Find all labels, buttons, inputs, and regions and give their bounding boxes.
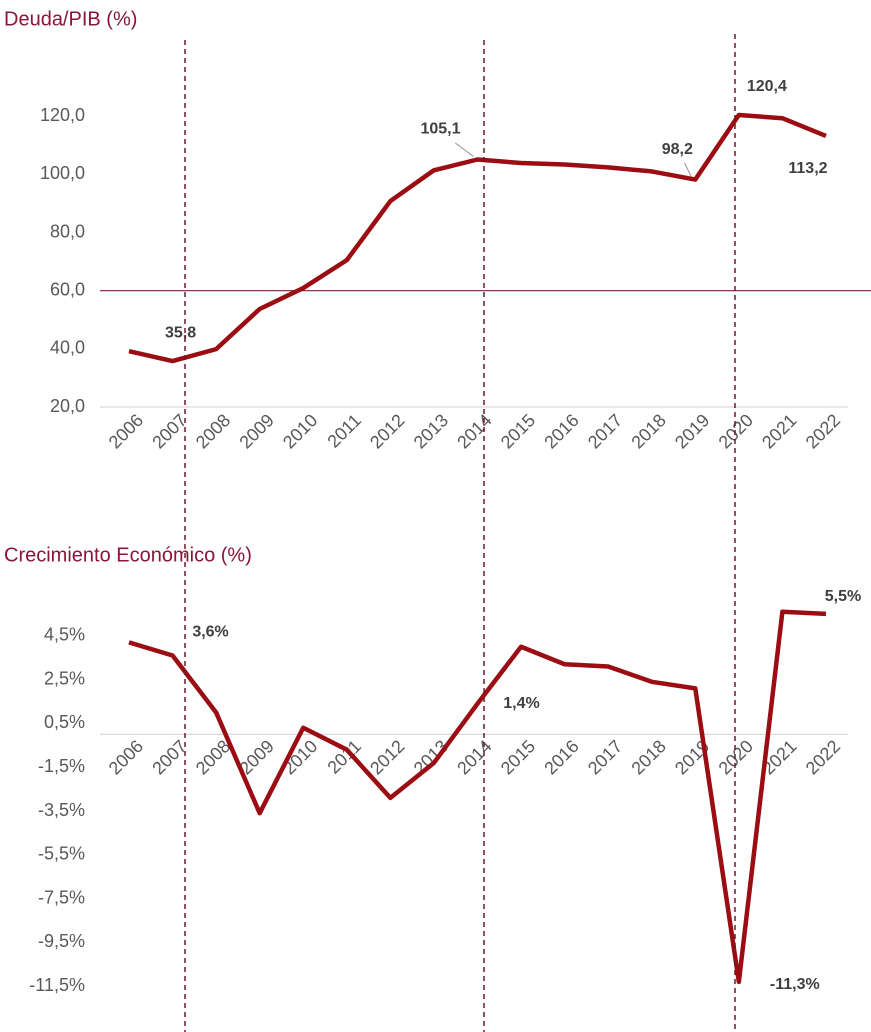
y-tick-label: -1,5% — [38, 756, 85, 776]
event-markers — [184, 34, 736, 1032]
y-tick-label: 20,0 — [50, 396, 85, 416]
x-tick-label: 2013 — [410, 410, 452, 452]
x-tick-label: 2015 — [497, 736, 539, 778]
x-tick-label: 2013 — [410, 736, 452, 778]
y-tick-label: -11,5% — [29, 975, 85, 995]
x-tick-label: 2014 — [453, 736, 495, 778]
x-tick-label: 2017 — [584, 736, 626, 778]
data-label: 35,8 — [165, 324, 196, 341]
x-tick-label: 2021 — [758, 410, 800, 452]
y-tick-label: 60,0 — [50, 279, 85, 299]
x-tick-label: 2014 — [453, 410, 495, 452]
data-line — [128, 112, 827, 364]
x-tick-label: 2022 — [802, 736, 844, 778]
x-tick-label: 2022 — [802, 410, 844, 452]
x-tick-label: 2010 — [279, 410, 321, 452]
x-tick-label: 2015 — [497, 410, 539, 452]
x-tick-label: 2006 — [105, 410, 147, 452]
x-tick-label: 2019 — [671, 410, 713, 452]
y-tick-label: 2,5% — [44, 668, 85, 688]
x-tick-label: 2018 — [627, 736, 669, 778]
y-tick-label: 4,5% — [44, 625, 85, 645]
y-tick-label: -5,5% — [38, 844, 85, 864]
data-label: 120,4 — [747, 78, 787, 95]
leader-line — [683, 162, 692, 177]
x-tick-label: 2009 — [235, 410, 277, 452]
x-tick-label: 2010 — [279, 736, 321, 778]
leader-line — [454, 142, 474, 157]
x-tick-label: 2017 — [584, 410, 626, 452]
chart-title: Deuda/PIB (%) — [4, 8, 137, 30]
y-tick-label: 120,0 — [40, 105, 85, 125]
x-tick-label: 2012 — [366, 736, 408, 778]
y-tick-label: -7,5% — [38, 887, 85, 907]
y-tick-label: 80,0 — [50, 221, 85, 241]
data-label: -11,3% — [770, 976, 820, 993]
y-tick-label: 0,5% — [44, 712, 85, 732]
x-tick-label: 2020 — [715, 410, 757, 452]
x-tick-label: 2018 — [627, 410, 669, 452]
y-tick-label: 100,0 — [40, 163, 85, 183]
data-label: 98,2 — [662, 141, 693, 158]
data-line — [128, 609, 827, 985]
data-label: 3,6% — [192, 624, 228, 641]
x-tick-label: 2011 — [323, 410, 365, 452]
x-tick-label: 2016 — [540, 410, 582, 452]
x-tick-label: 2012 — [366, 410, 408, 452]
data-label: 1,4% — [503, 695, 539, 712]
data-label: 105,1 — [420, 121, 460, 138]
data-label: 113,2 — [788, 160, 827, 177]
x-tick-label: 2008 — [192, 410, 234, 452]
chart-title: Crecimiento Económico (%) — [4, 544, 252, 566]
x-tick-label: 2006 — [105, 736, 147, 778]
y-tick-label: -3,5% — [38, 800, 85, 820]
data-label: 5,5% — [825, 588, 861, 605]
x-tick-label: 2020 — [715, 736, 757, 778]
y-tick-label: 40,0 — [50, 338, 85, 358]
y-tick-label: -9,5% — [38, 931, 85, 951]
x-tick-label: 2016 — [540, 736, 582, 778]
